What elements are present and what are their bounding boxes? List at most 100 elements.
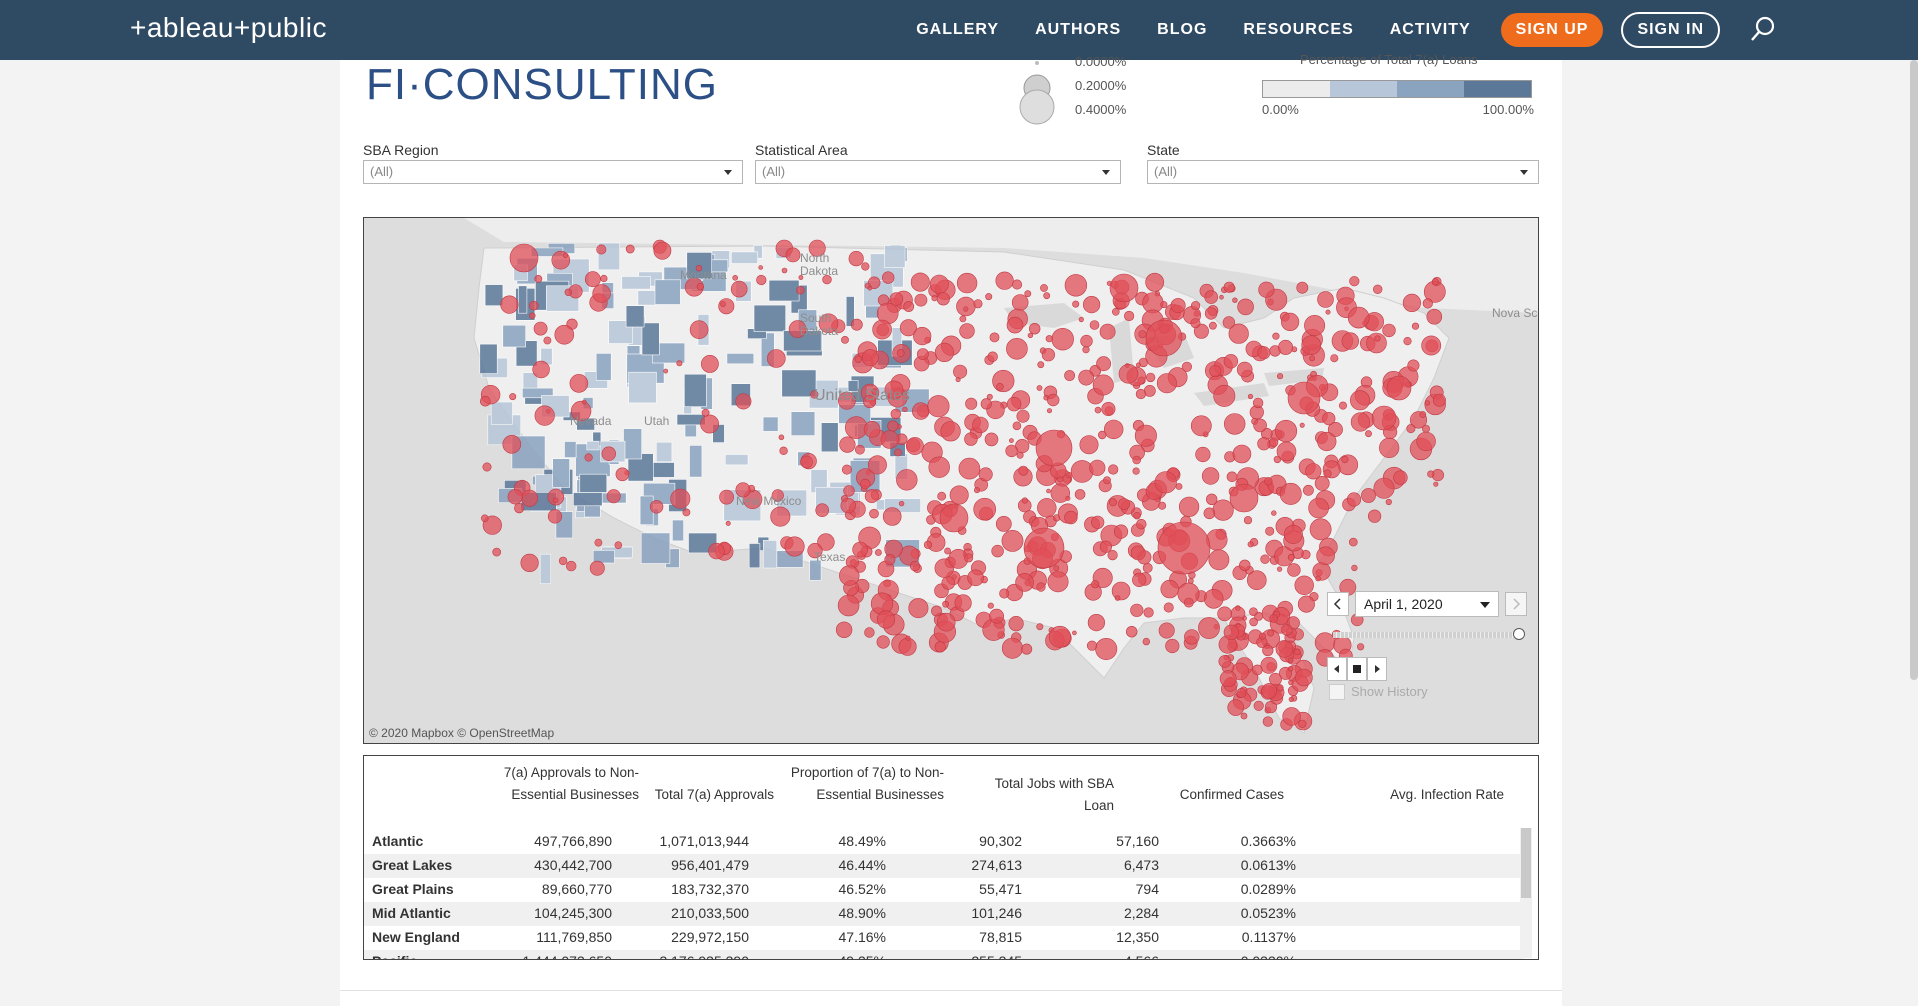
infection-rate-bubble[interactable] — [934, 342, 955, 362]
infection-rate-bubble[interactable] — [1276, 373, 1284, 380]
infection-rate-bubble[interactable] — [718, 298, 735, 315]
infection-rate-bubble[interactable] — [758, 265, 764, 270]
infection-rate-bubble[interactable] — [880, 430, 899, 449]
infection-rate-bubble[interactable] — [1278, 339, 1294, 355]
infection-rate-bubble[interactable] — [701, 408, 710, 417]
infection-rate-bubble[interactable] — [779, 446, 788, 456]
infection-rate-bubble[interactable] — [1072, 300, 1080, 308]
infection-rate-bubble[interactable] — [719, 489, 734, 505]
infection-rate-bubble[interactable] — [1264, 477, 1273, 486]
infection-rate-bubble[interactable] — [1305, 463, 1322, 480]
infection-rate-bubble[interactable] — [1240, 712, 1248, 720]
infection-rate-bubble[interactable] — [1082, 346, 1090, 354]
infection-rate-bubble[interactable] — [1223, 354, 1239, 369]
infection-rate-bubble[interactable] — [1327, 422, 1343, 438]
infection-rate-bubble[interactable] — [894, 448, 902, 457]
infection-rate-bubble[interactable] — [1385, 498, 1392, 506]
infection-rate-bubble[interactable] — [1160, 301, 1168, 309]
infection-rate-bubble[interactable] — [958, 457, 981, 480]
infection-rate-bubble[interactable] — [1386, 375, 1412, 401]
infection-rate-bubble[interactable] — [936, 292, 950, 306]
infection-rate-bubble[interactable] — [1035, 429, 1073, 467]
infection-rate-bubble[interactable] — [1275, 640, 1294, 658]
infection-rate-bubble[interactable] — [868, 276, 881, 289]
county-shape[interactable] — [595, 353, 612, 381]
infection-rate-bubble[interactable] — [871, 388, 878, 395]
infection-rate-bubble[interactable] — [1239, 559, 1251, 571]
infection-rate-bubble[interactable] — [1407, 359, 1420, 372]
infection-rate-bubble[interactable] — [509, 393, 517, 401]
infection-rate-bubble[interactable] — [1142, 637, 1150, 646]
infection-rate-bubble[interactable] — [881, 271, 895, 284]
infection-rate-bubble[interactable] — [1204, 290, 1219, 304]
infection-rate-bubble[interactable] — [887, 420, 899, 432]
column-header[interactable]: Total Jobs with SBA Loan — [994, 776, 1114, 813]
county-shape[interactable] — [502, 324, 527, 348]
infection-rate-bubble[interactable] — [1308, 497, 1329, 519]
infection-rate-bubble[interactable] — [606, 489, 621, 504]
infection-rate-bubble[interactable] — [1184, 629, 1200, 645]
infection-rate-bubble[interactable] — [1323, 469, 1332, 478]
infection-rate-bubble[interactable] — [700, 354, 719, 373]
infection-rate-bubble[interactable] — [1287, 657, 1294, 664]
infection-rate-bubble[interactable] — [992, 369, 1015, 393]
infection-rate-bubble[interactable] — [569, 374, 589, 393]
infection-rate-bubble[interactable] — [1064, 510, 1078, 525]
infection-rate-bubble[interactable] — [942, 600, 949, 608]
infection-rate-bubble[interactable] — [1432, 393, 1446, 407]
infection-rate-bubble[interactable] — [1012, 279, 1023, 290]
infection-rate-bubble[interactable] — [1123, 310, 1135, 322]
infection-rate-bubble[interactable] — [1283, 524, 1303, 544]
infection-rate-bubble[interactable] — [534, 405, 555, 426]
infection-rate-bubble[interactable] — [882, 507, 902, 526]
infection-rate-bubble[interactable] — [1303, 484, 1314, 496]
infection-rate-bubble[interactable] — [547, 509, 563, 524]
infection-rate-bubble[interactable] — [1260, 656, 1278, 674]
infection-rate-bubble[interactable] — [1099, 540, 1113, 553]
county-shape[interactable] — [625, 305, 645, 328]
nav-activity-link[interactable]: ACTIVITY — [1389, 21, 1471, 38]
infection-rate-bubble[interactable] — [1006, 338, 1028, 360]
infection-rate-bubble[interactable] — [1217, 606, 1232, 622]
infection-rate-bubble[interactable] — [889, 292, 904, 306]
infection-rate-bubble[interactable] — [848, 250, 864, 267]
table-row[interactable]: Great Lakes 430,442,700 956,401,479 46.44% 2… — [364, 854, 1524, 878]
date-dropdown[interactable]: April 1, 2020 — [1355, 591, 1499, 617]
infection-rate-bubble[interactable] — [989, 608, 1004, 624]
infection-rate-bubble[interactable] — [1252, 397, 1264, 409]
infection-rate-bubble[interactable] — [1349, 276, 1360, 287]
infection-rate-bubble[interactable] — [1257, 437, 1271, 451]
infection-rate-bubble[interactable] — [1107, 550, 1118, 561]
county-shape[interactable] — [637, 290, 657, 306]
infection-rate-bubble[interactable] — [963, 306, 969, 312]
table-scrollbar[interactable] — [1520, 828, 1532, 958]
infection-rate-bubble[interactable] — [1195, 446, 1211, 463]
infection-rate-bubble[interactable] — [1027, 332, 1034, 339]
infection-rate-bubble[interactable] — [558, 556, 568, 566]
infection-rate-bubble[interactable] — [1422, 298, 1433, 309]
infection-rate-bubble[interactable] — [1024, 290, 1032, 298]
infection-rate-bubble[interactable] — [1424, 400, 1431, 406]
infection-rate-bubble[interactable] — [931, 295, 938, 302]
infection-rate-bubble[interactable] — [1261, 683, 1278, 699]
infection-rate-bubble[interactable] — [1036, 582, 1046, 592]
sign-up-button[interactable]: SIGN UP — [1500, 13, 1604, 47]
infection-rate-bubble[interactable] — [939, 503, 969, 533]
infection-rate-bubble[interactable] — [864, 627, 875, 638]
infection-rate-bubble[interactable] — [1160, 579, 1179, 599]
infection-rate-bubble[interactable] — [1247, 393, 1254, 400]
county-shape[interactable] — [573, 492, 603, 507]
infection-rate-bubble[interactable] — [949, 485, 969, 505]
nav-gallery-link[interactable]: GALLERY — [916, 21, 1000, 38]
infection-rate-bubble[interactable] — [1208, 549, 1230, 571]
infection-rate-bubble[interactable] — [863, 395, 877, 409]
infection-rate-bubble[interactable] — [991, 544, 1004, 558]
county-shape[interactable] — [820, 422, 839, 453]
infection-rate-bubble[interactable] — [1064, 274, 1088, 297]
infection-rate-bubble[interactable] — [732, 274, 739, 281]
infection-rate-bubble[interactable] — [581, 399, 587, 405]
infection-rate-bubble[interactable] — [840, 497, 856, 514]
infection-rate-bubble[interactable] — [808, 239, 826, 257]
infection-rate-bubble[interactable] — [1298, 719, 1307, 728]
infection-rate-bubble[interactable] — [1382, 323, 1396, 338]
